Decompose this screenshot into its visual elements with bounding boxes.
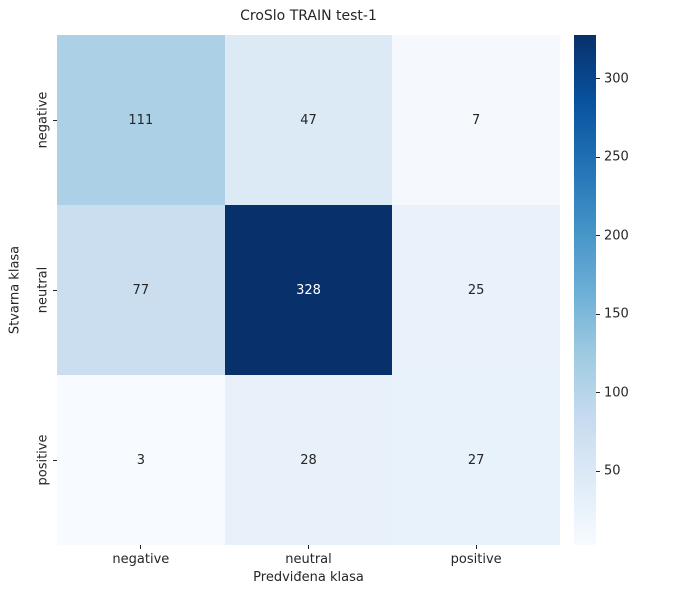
heatmap-cell-neutral-neutral: 328 [224,205,393,375]
x-axis-label: Predviđena klasa [253,570,364,585]
colorbar-tick-mark [596,470,600,472]
y-tick-label-negative: negative [35,91,51,149]
y-tick-label-neutral: neutral [35,266,51,314]
x-tick-label-positive: positive [450,552,502,567]
heatmap-cell-neutral-positive: 25 [392,205,560,375]
y-tick-mark [53,459,57,461]
colorbar-tick-label-250: 250 [604,149,629,165]
x-tick-label-negative: negative [112,552,170,567]
heatmap-cell-positive-negative: 3 [57,375,225,545]
colorbar-tick-mark [596,313,600,315]
y-axis-label: Stvarna klasa [7,245,23,335]
y-tick-mark [53,289,57,291]
colorbar-tick-label-300: 300 [604,71,629,87]
colorbar-tick-label-100: 100 [604,385,629,401]
heatmap-cell-positive-neutral: 28 [224,375,393,545]
colorbar-tick-mark [596,392,600,394]
y-tick-label-positive: positive [35,434,51,486]
heatmap-cell-neutral-negative: 77 [57,205,225,375]
x-tick-mark [475,545,477,549]
chart-title: CroSlo TRAIN test-1 [240,8,377,24]
colorbar-tick-mark [596,78,600,80]
colorbar-tick-label-150: 150 [604,306,629,322]
heatmap-grid: 111 47 7 77 328 25 3 28 27 [57,35,560,545]
colorbar [574,35,596,545]
heatmap-cell-negative-positive: 7 [392,35,560,205]
x-tick-mark [140,545,142,549]
colorbar-tick-mark [596,235,600,237]
colorbar-tick-label-200: 200 [604,228,629,244]
heatmap-cell-negative-neutral: 47 [224,35,393,205]
heatmap-cell-negative-negative: 111 [57,35,225,205]
x-tick-label-neutral: neutral [285,552,332,567]
y-tick-mark [53,119,57,121]
colorbar-tick-mark [596,156,600,158]
x-tick-mark [308,545,309,549]
heatmap-cell-positive-positive: 27 [392,375,560,545]
colorbar-tick-label-50: 50 [604,463,621,479]
